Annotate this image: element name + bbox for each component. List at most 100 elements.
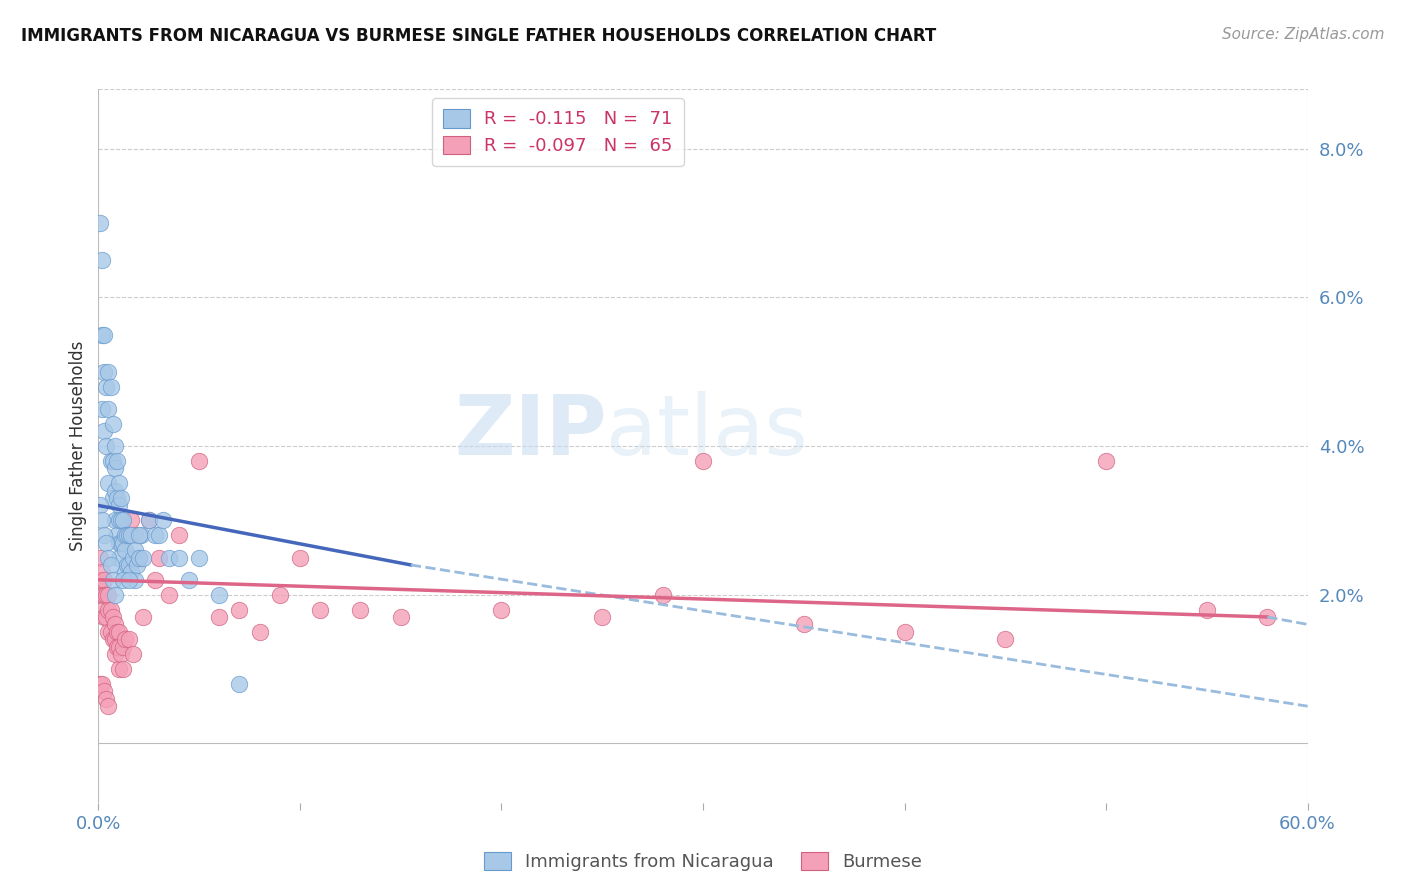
Point bbox=[125, 558, 148, 572]
Point bbox=[167, 550, 190, 565]
Point bbox=[97, 401, 120, 416]
Point bbox=[97, 602, 120, 616]
Point bbox=[107, 499, 129, 513]
Point bbox=[105, 528, 128, 542]
Point bbox=[121, 647, 143, 661]
Point bbox=[103, 461, 125, 475]
Point bbox=[105, 624, 128, 639]
Point bbox=[97, 699, 120, 714]
Point bbox=[96, 439, 118, 453]
Point bbox=[101, 573, 124, 587]
Point bbox=[100, 602, 122, 616]
Point bbox=[111, 513, 134, 527]
Point bbox=[208, 610, 231, 624]
Point bbox=[114, 528, 136, 542]
Point bbox=[93, 684, 115, 698]
Point bbox=[692, 454, 714, 468]
Point bbox=[128, 550, 150, 565]
Point bbox=[188, 550, 211, 565]
Point bbox=[129, 528, 152, 542]
Point bbox=[103, 439, 125, 453]
Point bbox=[111, 662, 134, 676]
Point bbox=[107, 624, 129, 639]
Point bbox=[97, 365, 120, 379]
Point bbox=[100, 454, 122, 468]
Point bbox=[93, 610, 115, 624]
Point bbox=[115, 528, 138, 542]
Point bbox=[91, 253, 114, 268]
Point bbox=[651, 588, 673, 602]
Point bbox=[103, 588, 125, 602]
Point bbox=[188, 454, 211, 468]
Point bbox=[89, 216, 111, 230]
Point bbox=[114, 566, 136, 580]
Point bbox=[152, 513, 174, 527]
Point bbox=[120, 566, 142, 580]
Text: IMMIGRANTS FROM NICARAGUA VS BURMESE SINGLE FATHER HOUSEHOLDS CORRELATION CHART: IMMIGRANTS FROM NICARAGUA VS BURMESE SIN… bbox=[21, 27, 936, 45]
Point bbox=[1195, 602, 1218, 616]
Point bbox=[111, 535, 134, 549]
Point bbox=[96, 588, 118, 602]
Point bbox=[269, 588, 291, 602]
Point bbox=[103, 513, 125, 527]
Point bbox=[93, 424, 115, 438]
Point bbox=[97, 588, 120, 602]
Point bbox=[91, 401, 114, 416]
Point bbox=[107, 513, 129, 527]
Point bbox=[120, 528, 142, 542]
Point bbox=[107, 476, 129, 491]
Point bbox=[93, 365, 115, 379]
Point bbox=[249, 624, 271, 639]
Point bbox=[89, 550, 111, 565]
Point bbox=[96, 691, 118, 706]
Y-axis label: Single Father Households: Single Father Households bbox=[69, 341, 87, 551]
Point bbox=[124, 573, 146, 587]
Point bbox=[91, 588, 114, 602]
Point bbox=[167, 528, 190, 542]
Point bbox=[105, 491, 128, 505]
Text: ZIP: ZIP bbox=[454, 392, 606, 472]
Point bbox=[114, 543, 136, 558]
Point bbox=[97, 550, 120, 565]
Point bbox=[121, 550, 143, 565]
Text: atlas: atlas bbox=[606, 392, 808, 472]
Point bbox=[793, 617, 815, 632]
Point bbox=[157, 550, 180, 565]
Point bbox=[107, 662, 129, 676]
Point bbox=[157, 588, 180, 602]
Point bbox=[91, 566, 114, 580]
Point bbox=[132, 550, 155, 565]
Point bbox=[288, 550, 311, 565]
Point bbox=[115, 528, 138, 542]
Point bbox=[101, 610, 124, 624]
Point bbox=[91, 677, 114, 691]
Point bbox=[91, 513, 114, 527]
Point bbox=[118, 573, 141, 587]
Point bbox=[91, 602, 114, 616]
Point bbox=[118, 632, 141, 647]
Point bbox=[107, 640, 129, 654]
Point bbox=[110, 535, 132, 549]
Point bbox=[101, 632, 124, 647]
Point bbox=[107, 550, 129, 565]
Point bbox=[143, 573, 166, 587]
Point bbox=[96, 379, 118, 393]
Point bbox=[89, 573, 111, 587]
Point bbox=[491, 602, 513, 616]
Point bbox=[128, 528, 150, 542]
Point bbox=[110, 513, 132, 527]
Point bbox=[148, 550, 170, 565]
Point bbox=[111, 573, 134, 587]
Point bbox=[110, 491, 132, 505]
Point bbox=[143, 528, 166, 542]
Point bbox=[1095, 454, 1118, 468]
Point bbox=[105, 454, 128, 468]
Point bbox=[110, 647, 132, 661]
Point bbox=[101, 491, 124, 505]
Point bbox=[132, 610, 155, 624]
Point bbox=[97, 476, 120, 491]
Point bbox=[93, 327, 115, 342]
Point bbox=[101, 417, 124, 431]
Point bbox=[93, 528, 115, 542]
Point bbox=[208, 588, 231, 602]
